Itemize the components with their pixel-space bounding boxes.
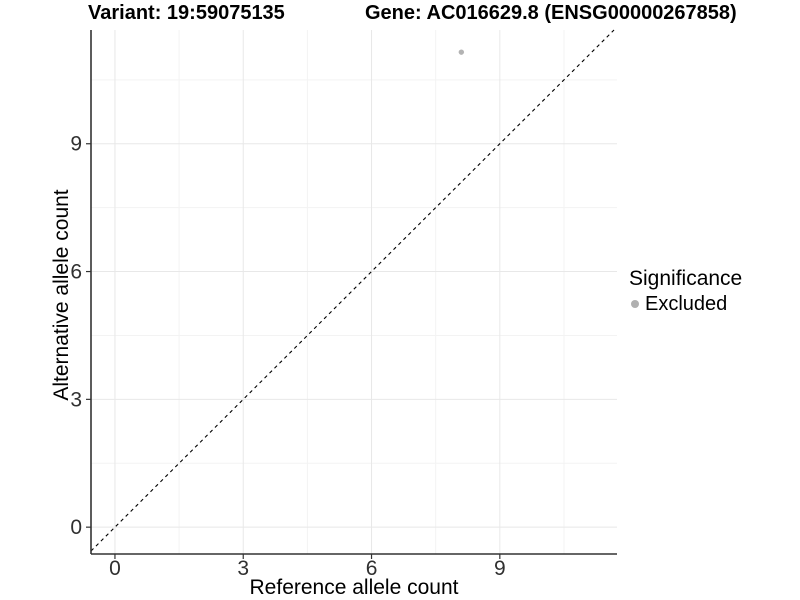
data-point — [458, 49, 465, 55]
legend-item-label: Excluded — [645, 293, 728, 315]
identity-line — [90, 29, 615, 552]
legend: Significance Excluded — [629, 266, 742, 316]
x-tick-label: 3 — [237, 557, 249, 580]
y-tick-label: 3 — [70, 388, 82, 411]
x-tick-label: 6 — [366, 557, 378, 580]
x-tick-label: 0 — [109, 557, 121, 580]
x-tick-label: 9 — [494, 557, 506, 580]
y-tick-label: 0 — [70, 516, 82, 539]
y-axis-title: Alternative allele count — [50, 189, 73, 401]
y-tick-label: 6 — [70, 261, 82, 284]
x-axis-title: Reference allele count — [249, 576, 459, 599]
y-tick-label: 9 — [70, 133, 82, 156]
legend-item-excluded: Excluded — [629, 292, 742, 316]
legend-title: Significance — [629, 267, 743, 290]
gene-title: Gene: AC016629.8 (ENSG00000267858) — [365, 2, 737, 24]
legend-point-icon — [631, 300, 639, 308]
variant-title: Variant: 19:59075135 — [88, 2, 285, 24]
